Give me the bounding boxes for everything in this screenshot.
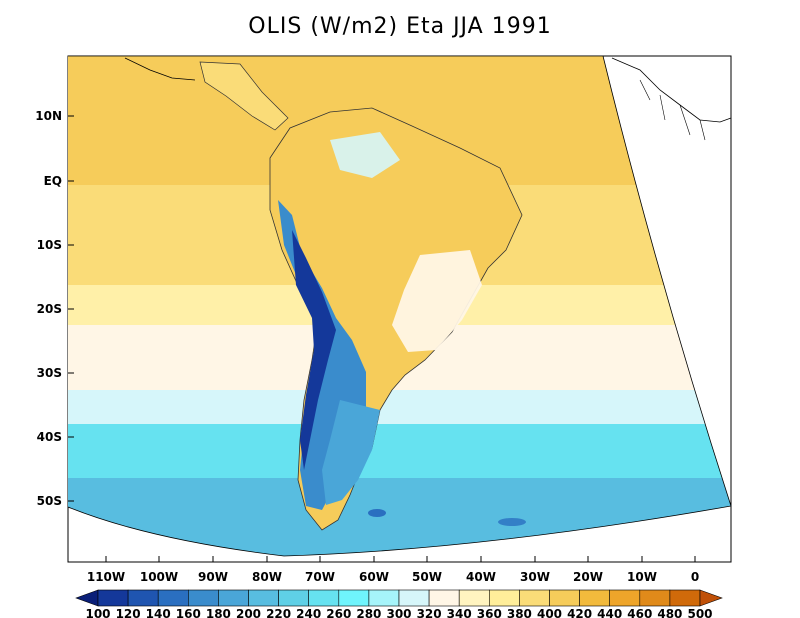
- lon-label: 110W: [87, 570, 125, 584]
- colorbar: 100 120 140 160 180 200 220 240 260 280 300 320 340 3…: [75, 589, 723, 618]
- colorbar-level-label: 500: [687, 607, 712, 618]
- colorbar-level-label: 380: [507, 607, 532, 618]
- colorbar-level-label: 240: [296, 607, 321, 618]
- colorbar-segment: [218, 589, 249, 607]
- colorbar-segment: [519, 589, 550, 607]
- colorbar-over-triangle: [699, 589, 723, 607]
- colorbar-segment: [428, 589, 460, 607]
- y-axis-labels: 10N EQ 10S 20S 30S 40S 50S: [35, 109, 62, 508]
- lon-label: 60W: [359, 570, 389, 584]
- x-axis-labels: 110W 100W 90W 80W 70W 60W 50W 40W 30W 20…: [87, 570, 699, 584]
- colorbar-level-label: 440: [597, 607, 622, 618]
- lon-label: 30W: [520, 570, 550, 584]
- map-title: OLIS (W/m2) Eta JJA 1991: [248, 14, 552, 39]
- central-america-land: [199, 61, 289, 131]
- colorbar-level-label: 160: [176, 607, 201, 618]
- colorbar-level-label: 300: [386, 607, 411, 618]
- colorbar-level-label: 100: [85, 607, 110, 618]
- colorbar-segment: [157, 589, 189, 607]
- lon-label: 10W: [627, 570, 657, 584]
- band-cyan-light: [68, 390, 731, 428]
- amazon-pale-field: [330, 132, 400, 178]
- lon-label: 50W: [412, 570, 442, 584]
- colorbar-segment: [278, 589, 310, 607]
- colorbar-segment: [97, 589, 129, 607]
- lat-label: 40S: [37, 430, 62, 444]
- colorbar-segment: [127, 589, 159, 607]
- data-field: [68, 56, 731, 556]
- colorbar-level-label: 340: [447, 607, 472, 618]
- colorbar-level-label: 460: [627, 607, 652, 618]
- projection-outline: [67, 55, 732, 557]
- band-cyan: [68, 424, 731, 482]
- south-georgia-field: [498, 518, 526, 526]
- colorbar-level-label: 260: [326, 607, 351, 618]
- lon-label: 100W: [140, 570, 178, 584]
- colorbar-level-label: 480: [657, 607, 682, 618]
- colorbar-segment: [398, 589, 430, 607]
- x-axis: [105, 556, 696, 562]
- colorbar-level-label: 180: [206, 607, 231, 618]
- colorbar-level-label: 320: [417, 607, 442, 618]
- colorbar-segment: [368, 589, 400, 607]
- lat-label: EQ: [44, 174, 62, 188]
- lon-label: 0: [691, 570, 699, 584]
- lon-label: 80W: [252, 570, 282, 584]
- colorbar-level-label: 280: [356, 607, 381, 618]
- brazil-plateau-field: [392, 250, 482, 352]
- colorbar-segment: [669, 589, 701, 607]
- colorbar-segment: [488, 589, 520, 607]
- lon-label: 20W: [573, 570, 603, 584]
- colorbar-level-label: 400: [537, 607, 562, 618]
- colorbar-segment: [308, 589, 340, 607]
- colorbar-under-triangle: [75, 589, 99, 607]
- andes-core-field: [292, 230, 336, 470]
- colorbar-level-label: 140: [146, 607, 171, 618]
- lon-label: 90W: [198, 570, 228, 584]
- colorbar-segment: [458, 589, 490, 607]
- north-america-coastline: [124, 57, 196, 81]
- colorbar-segment: [579, 589, 610, 607]
- lon-label: 40W: [466, 570, 496, 584]
- lat-label: 30S: [37, 366, 62, 380]
- colorbar-segment: [248, 589, 279, 607]
- colorbar-level-label: 200: [236, 607, 261, 618]
- lon-label: 70W: [305, 570, 335, 584]
- y-axis: [68, 115, 74, 502]
- colorbar-segment: [188, 589, 219, 607]
- colorbar-level-label: 120: [116, 607, 141, 618]
- colorbar-segment: [639, 589, 671, 607]
- colorbar-level-label: 360: [477, 607, 502, 618]
- lat-label: 50S: [37, 494, 62, 508]
- lat-label: 20S: [37, 302, 62, 316]
- colorbar-segment: [609, 589, 641, 607]
- falklands-field: [368, 509, 386, 517]
- lat-label: 10S: [37, 238, 62, 252]
- colorbar-level-label: 420: [567, 607, 592, 618]
- patagonia-field: [322, 400, 380, 505]
- colorbar-segment: [338, 589, 370, 607]
- colorbar-level-label: 220: [266, 607, 291, 618]
- colorbar-segment: [549, 589, 580, 607]
- lat-label: 10N: [35, 109, 62, 123]
- africa-borders: [639, 79, 706, 141]
